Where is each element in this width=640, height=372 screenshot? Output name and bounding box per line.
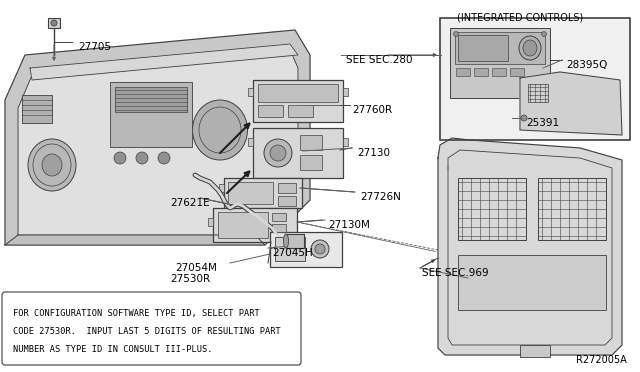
Bar xyxy=(253,128,343,178)
Bar xyxy=(270,232,342,267)
Circle shape xyxy=(114,152,126,164)
Bar xyxy=(272,213,286,221)
Bar xyxy=(300,155,322,170)
Text: SEE SEC.280: SEE SEC.280 xyxy=(346,55,413,65)
Bar xyxy=(208,218,213,226)
Bar xyxy=(278,183,296,193)
Bar xyxy=(300,135,322,150)
Circle shape xyxy=(521,115,527,121)
Bar xyxy=(286,234,304,248)
Text: 27130: 27130 xyxy=(357,148,390,158)
Text: 27726N: 27726N xyxy=(360,192,401,202)
Ellipse shape xyxy=(523,40,537,56)
Bar xyxy=(248,138,253,146)
Bar xyxy=(278,196,296,206)
Bar xyxy=(528,84,548,102)
Circle shape xyxy=(51,20,57,26)
Circle shape xyxy=(311,240,329,258)
Ellipse shape xyxy=(519,36,541,60)
Bar xyxy=(272,224,286,232)
Bar xyxy=(343,88,348,96)
FancyBboxPatch shape xyxy=(2,292,301,365)
Bar xyxy=(450,28,550,98)
Text: 27621E: 27621E xyxy=(170,198,210,208)
Polygon shape xyxy=(5,30,310,245)
Bar xyxy=(458,255,606,310)
Polygon shape xyxy=(438,138,622,355)
Bar xyxy=(492,68,506,76)
Bar xyxy=(224,178,302,208)
Bar xyxy=(22,95,52,123)
Bar xyxy=(343,138,348,146)
Bar xyxy=(440,18,630,140)
Ellipse shape xyxy=(42,154,62,176)
Ellipse shape xyxy=(284,234,289,248)
Text: 27530R: 27530R xyxy=(170,274,210,284)
Text: 27760R: 27760R xyxy=(352,105,392,115)
Bar xyxy=(538,178,606,240)
Circle shape xyxy=(158,152,170,164)
Text: 28395Q: 28395Q xyxy=(566,60,607,70)
Bar xyxy=(458,178,526,240)
Bar xyxy=(520,345,550,357)
Text: 27705: 27705 xyxy=(78,42,111,52)
Circle shape xyxy=(264,139,292,167)
Bar xyxy=(218,212,268,238)
Bar xyxy=(456,68,470,76)
Text: NUMBER AS TYPE ID IN CONSULT III-PLUS.: NUMBER AS TYPE ID IN CONSULT III-PLUS. xyxy=(13,345,212,354)
Circle shape xyxy=(541,32,547,36)
Polygon shape xyxy=(5,235,265,245)
Circle shape xyxy=(270,145,286,161)
Text: FOR CONFIGURATION SOFTWARE TYPE ID, SELECT PART: FOR CONFIGURATION SOFTWARE TYPE ID, SELE… xyxy=(13,309,260,318)
Text: CODE 27530R.  INPUT LAST 5 DIGITS OF RESULTING PART: CODE 27530R. INPUT LAST 5 DIGITS OF RESU… xyxy=(13,327,281,336)
Bar xyxy=(458,35,508,61)
Text: 27054M: 27054M xyxy=(175,263,217,273)
Bar xyxy=(258,84,338,102)
Bar xyxy=(48,18,60,28)
Bar xyxy=(510,68,524,76)
Bar xyxy=(253,80,343,122)
Text: SEE SEC.969: SEE SEC.969 xyxy=(422,268,488,278)
Text: 27130M: 27130M xyxy=(328,220,370,230)
Bar xyxy=(228,182,273,204)
Bar xyxy=(288,105,313,117)
Bar xyxy=(258,105,283,117)
Text: (INTEGRATED CONTROLS): (INTEGRATED CONTROLS) xyxy=(457,12,583,22)
Circle shape xyxy=(315,244,325,254)
Polygon shape xyxy=(520,72,622,135)
Bar xyxy=(219,184,224,192)
Bar xyxy=(213,208,297,242)
Bar xyxy=(275,237,305,261)
Circle shape xyxy=(454,32,458,36)
Polygon shape xyxy=(18,45,298,235)
Text: R272005A: R272005A xyxy=(576,355,627,365)
Ellipse shape xyxy=(193,100,248,160)
Text: 25391: 25391 xyxy=(526,118,559,128)
Bar xyxy=(248,88,253,96)
Ellipse shape xyxy=(28,139,76,191)
Polygon shape xyxy=(30,44,298,80)
Bar xyxy=(110,82,192,147)
Bar xyxy=(115,87,187,112)
Bar xyxy=(455,32,545,64)
Circle shape xyxy=(136,152,148,164)
Bar xyxy=(474,68,488,76)
Text: 27045H: 27045H xyxy=(272,248,313,258)
